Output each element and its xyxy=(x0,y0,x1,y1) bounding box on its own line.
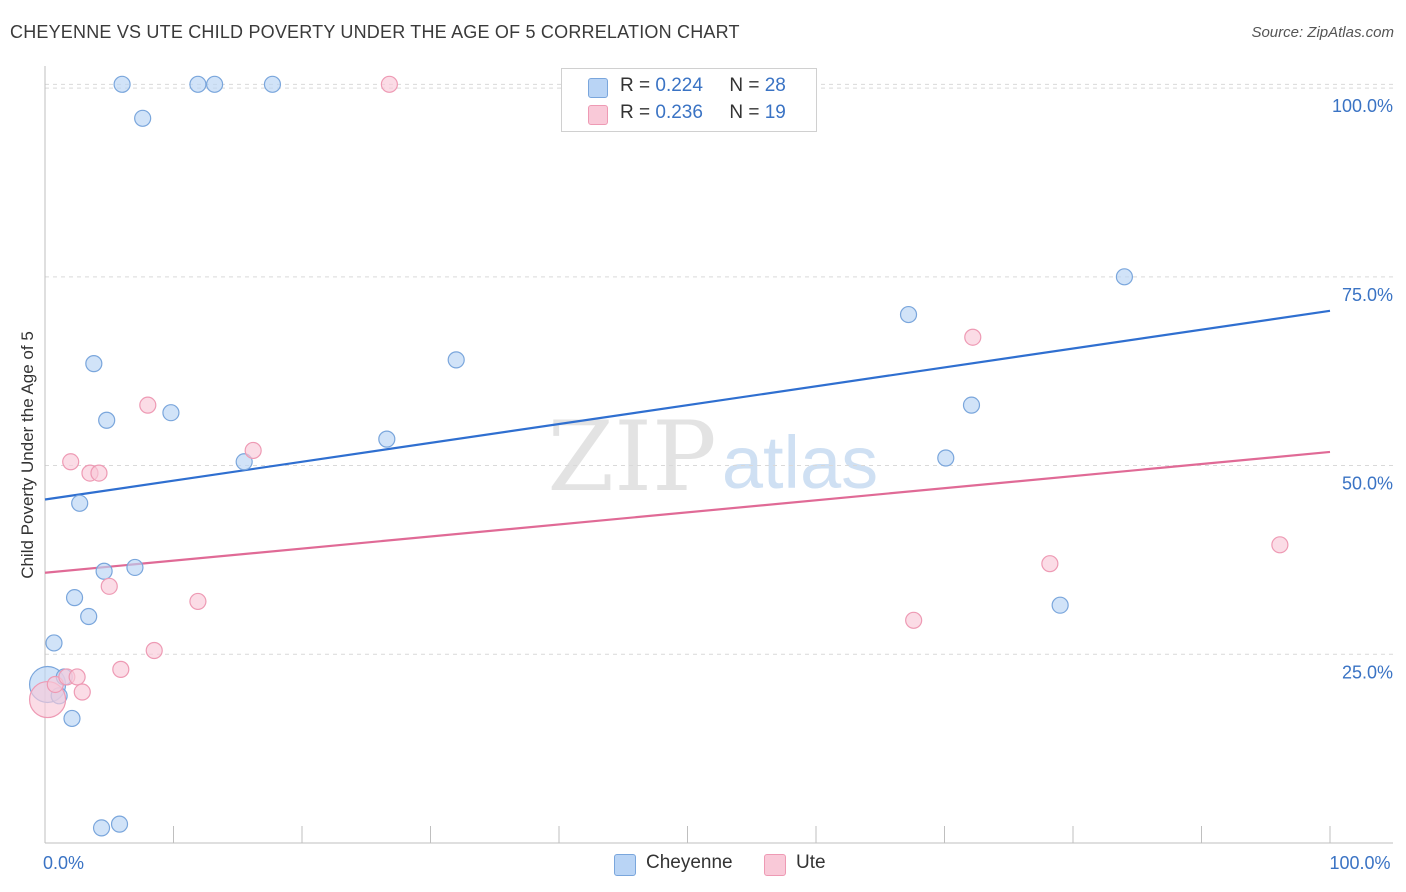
ute-r-label: R = xyxy=(620,102,651,123)
ute-n-label: N = xyxy=(729,102,760,123)
ute-point xyxy=(73,683,91,701)
cheyenne-point xyxy=(378,430,396,448)
cheyenne-point xyxy=(206,75,224,93)
cheyenne-point xyxy=(134,109,152,127)
source-credit: Source: ZipAtlas.com xyxy=(1251,24,1394,41)
cheyenne-point xyxy=(113,75,131,93)
ute-point xyxy=(244,441,262,460)
cheyenne-point xyxy=(126,558,144,577)
cheyenne-point xyxy=(1051,596,1069,614)
cheyenne-point xyxy=(1115,268,1134,286)
cheyenne-legend-swatch xyxy=(614,854,636,876)
cheyenne-point xyxy=(71,494,89,512)
ute-point xyxy=(112,660,130,678)
cheyenne-point xyxy=(899,305,918,324)
cheyenne-point xyxy=(937,449,955,467)
zipatlas-watermark: ZIP atlas xyxy=(547,401,878,513)
ute-legend-label: Ute xyxy=(796,852,826,873)
y-tick-label: 100.0% xyxy=(1332,96,1393,116)
cheyenne-point xyxy=(189,75,207,93)
ute-point xyxy=(380,75,398,93)
ute-point xyxy=(90,464,108,482)
legend-cheyenne-text: R = 0.224 N = 28 xyxy=(620,75,786,97)
cheyenne-point xyxy=(63,709,81,728)
cheyenne-point xyxy=(45,634,63,652)
ute-point xyxy=(1271,536,1289,554)
cheyenne-point xyxy=(447,351,465,369)
ute-point xyxy=(1041,555,1059,573)
cheyenne-n-label: N = xyxy=(729,75,760,96)
chart-title: CHEYENNE VS UTE CHILD POVERTY UNDER THE … xyxy=(10,22,740,42)
cheyenne-point xyxy=(80,607,98,626)
gridlines xyxy=(45,83,1393,655)
ute-n-value: 19 xyxy=(764,102,786,123)
ute-point xyxy=(62,453,80,471)
cheyenne-trend-line xyxy=(44,309,1331,501)
ute-point xyxy=(100,577,118,595)
ute-point xyxy=(145,641,163,660)
x-tick-label: 0.0% xyxy=(43,853,84,873)
trend-lines xyxy=(44,309,1331,574)
ute-swatch xyxy=(588,105,608,125)
x-tick-label: 100.0% xyxy=(1329,853,1390,873)
cheyenne-swatch xyxy=(588,78,608,98)
ute-point xyxy=(905,611,923,629)
tick-labels: 25.0% 50.0% 75.0% 100.0% 0.0% 100.0% xyxy=(43,96,1393,873)
ute-point xyxy=(139,396,157,414)
cheyenne-n-value: 28 xyxy=(764,75,786,96)
cheyenne-point xyxy=(110,815,129,833)
ute-point xyxy=(964,328,982,346)
watermark-zip: ZIP xyxy=(547,401,716,513)
cheyenne-point xyxy=(263,75,282,93)
cheyenne-r-label: R = xyxy=(620,75,651,96)
correlation-legend: R = 0.224 N = 28 R = 0.236 N = 19 xyxy=(561,68,817,132)
cheyenne-point xyxy=(962,396,981,414)
watermark-atlas: atlas xyxy=(722,421,878,504)
cheyenne-point xyxy=(235,453,253,471)
y-tick-label: 75.0% xyxy=(1342,285,1393,305)
legend-ute-text: R = 0.236 N = 19 xyxy=(620,102,786,124)
data-points xyxy=(28,75,1289,837)
ute-point xyxy=(68,668,86,686)
cheyenne-point xyxy=(98,411,116,429)
y-tick-label: 50.0% xyxy=(1342,474,1393,494)
y-tick-label: 25.0% xyxy=(1342,662,1393,682)
cheyenne-point xyxy=(92,819,111,837)
cheyenne-point xyxy=(85,355,103,373)
ute-r-value: 0.236 xyxy=(655,102,703,123)
cheyenne-legend-label: Cheyenne xyxy=(646,852,733,873)
cheyenne-point xyxy=(95,562,113,580)
ute-point xyxy=(189,592,207,611)
ute-trend-line xyxy=(44,450,1331,574)
cheyenne-r-value: 0.224 xyxy=(655,75,703,96)
ute-legend-swatch xyxy=(764,854,786,876)
cheyenne-point xyxy=(162,404,180,422)
cheyenne-point xyxy=(65,589,84,607)
